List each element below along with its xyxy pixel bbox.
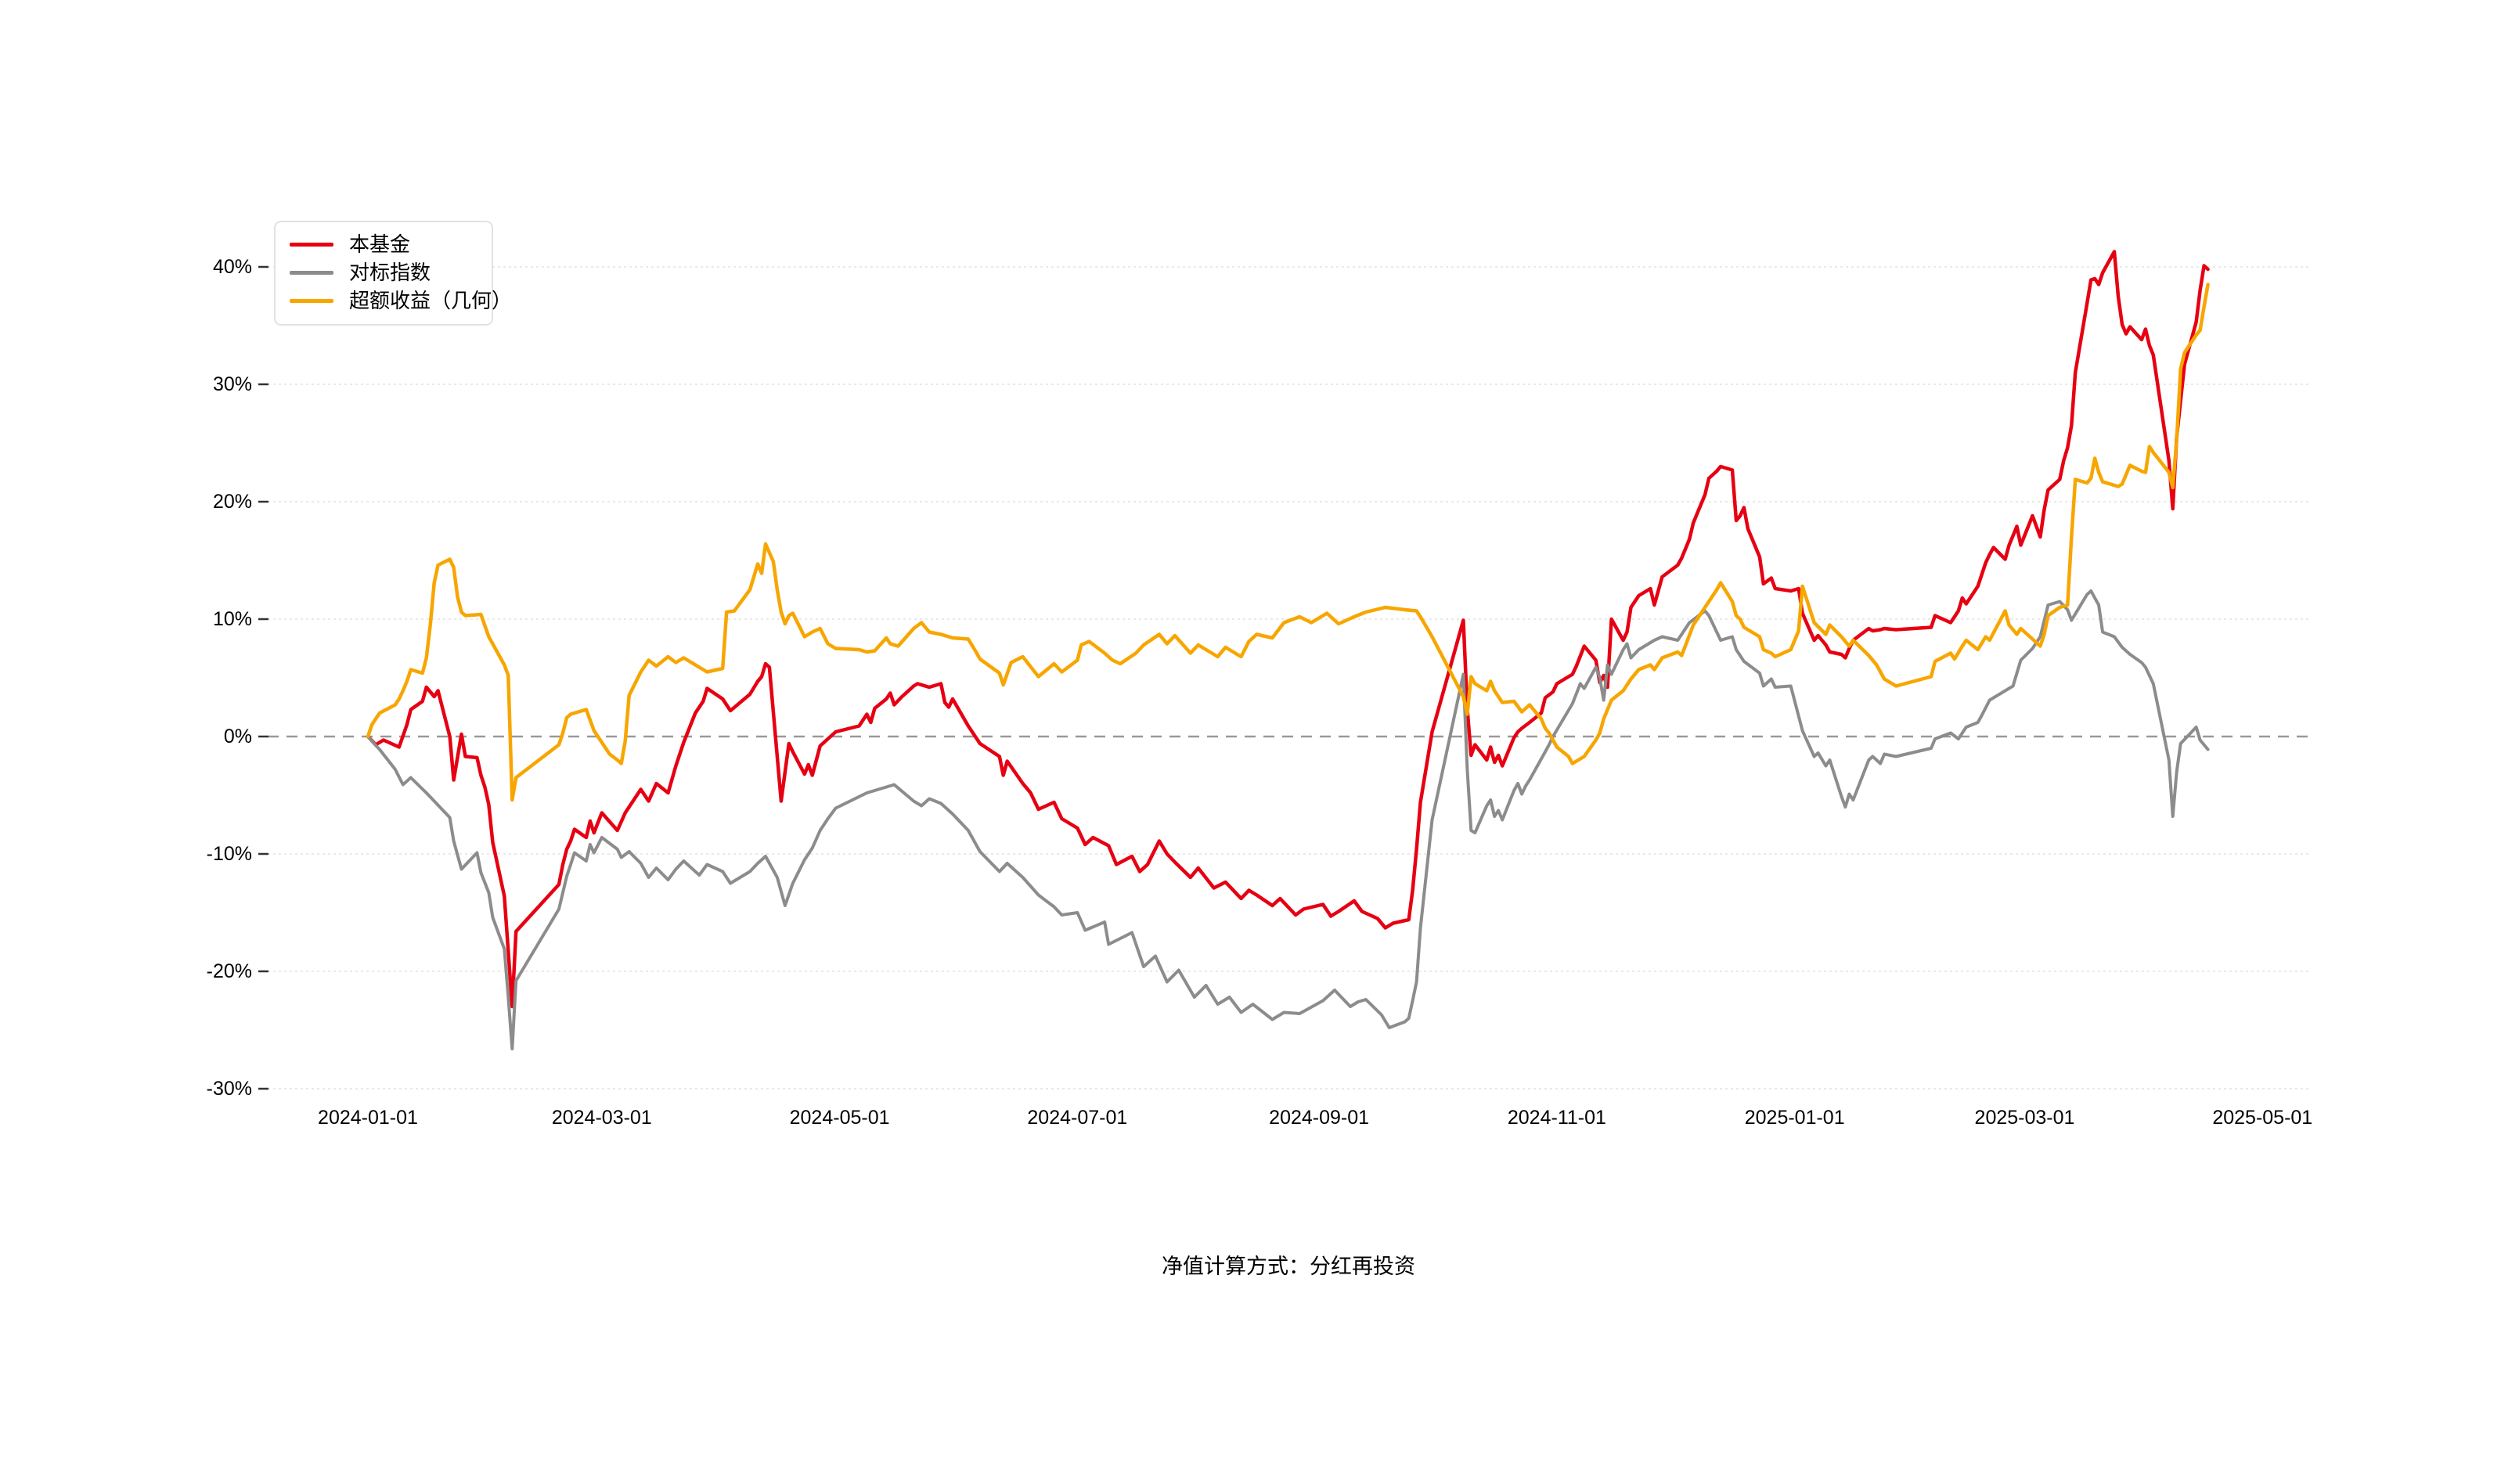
legend-label-fund: 本基金: [349, 232, 411, 256]
fund-line-icon: [290, 242, 333, 247]
legend-item-excess-return[interactable]: 超额收益（几何）: [276, 286, 512, 315]
legend-item-fund[interactable]: 本基金: [276, 230, 492, 258]
legend-label-benchmark: 对标指数: [349, 261, 431, 284]
legend-label-excess-return: 超额收益（几何）: [349, 289, 513, 312]
y-axis-label: -20%: [207, 960, 252, 982]
x-axis-label: 2024-01-01: [318, 1107, 418, 1129]
benchmark-line: [366, 589, 2210, 1050]
y-axis-label: 0%: [224, 726, 252, 747]
legend-item-benchmark[interactable]: 对标指数: [276, 258, 492, 286]
fund-line: [366, 250, 2210, 1009]
y-axis-label: -10%: [207, 843, 252, 865]
x-axis-label: 2025-01-01: [1745, 1107, 1845, 1129]
excess-return-line: [366, 283, 2210, 802]
chart-legend: 本基金 对标指数 超额收益（几何）: [274, 221, 512, 326]
y-axis-label: 40%: [213, 256, 252, 278]
x-axis-label: 2025-03-01: [1975, 1107, 2075, 1129]
x-axis-label: 2024-09-01: [1269, 1107, 1369, 1129]
y-axis-label: 10%: [213, 608, 252, 630]
nav-calculation-note: 净值计算方式：分红再投资: [1162, 1255, 1415, 1278]
benchmark-line-icon: [290, 270, 333, 275]
x-axis-label: 2024-03-01: [552, 1107, 652, 1129]
x-axis-label: 2024-07-01: [1027, 1107, 1127, 1129]
x-axis-label: 2024-05-01: [790, 1107, 890, 1129]
y-axis-label: -30%: [207, 1078, 252, 1100]
y-axis-label: 20%: [213, 491, 252, 513]
y-axis-label: 30%: [213, 373, 252, 395]
excess-return-line-icon: [290, 298, 333, 303]
x-axis-label: 2024-11-01: [1508, 1107, 1606, 1129]
x-axis-label: 2025-05-01: [2212, 1107, 2312, 1129]
